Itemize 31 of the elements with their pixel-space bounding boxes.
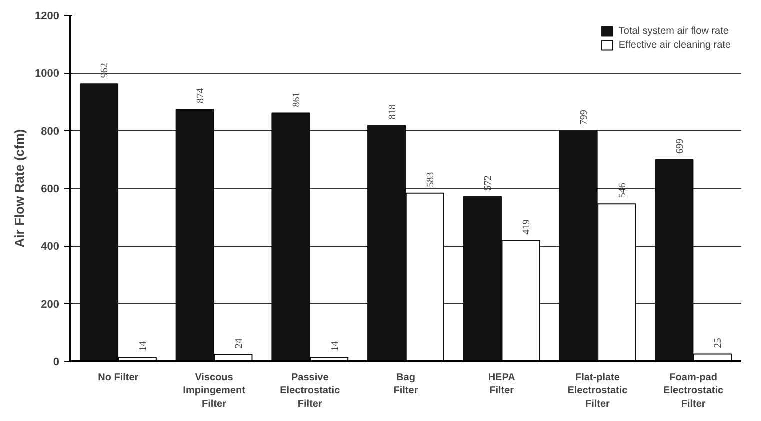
data-label: 874 <box>196 88 207 104</box>
data-label: 419 <box>522 220 533 235</box>
x-tick-label: No Filter <box>98 372 139 384</box>
y-tick-label: 1000 <box>35 68 60 80</box>
data-label: 861 <box>291 92 302 108</box>
data-label: 799 <box>579 110 590 126</box>
y-tick-label: 200 <box>41 298 60 311</box>
x-tick-label: HEPA Filter <box>488 372 516 397</box>
legend-label: Effective air cleaning rate <box>618 40 731 50</box>
y-axis-title: Air Flow Rate (cfm) <box>12 129 28 248</box>
x-tick-label: Passive Electrostatic Filter <box>280 372 341 410</box>
data-label: 24 <box>234 338 245 349</box>
data-label: 14 <box>138 341 150 352</box>
data-label: 25 <box>713 338 724 348</box>
y-tick-label: 800 <box>41 126 60 138</box>
y-tick-label: 400 <box>41 241 60 254</box>
y-tick-label: 600 <box>41 184 60 196</box>
data-label: 14 <box>330 341 341 352</box>
y-tick-label: 1200 <box>35 10 60 22</box>
data-label: 546 <box>617 183 628 198</box>
data-label: 699 <box>674 138 686 154</box>
x-tick-label: Flat-plate Electrostatic Filter <box>568 372 628 410</box>
data-label: 583 <box>426 172 437 188</box>
legend-label: Total system air flow rate <box>618 26 729 36</box>
data-label: 818 <box>387 104 398 120</box>
y-tick-label: 0 <box>53 356 60 368</box>
x-tick-label: Foam-pad Electrostatic Filter <box>664 372 724 410</box>
x-tick-label: Viscous Impingement Filter <box>183 372 246 410</box>
x-tick-label: Bag Filter <box>394 372 418 397</box>
data-label: 962 <box>100 63 111 78</box>
data-label: 572 <box>483 176 494 191</box>
